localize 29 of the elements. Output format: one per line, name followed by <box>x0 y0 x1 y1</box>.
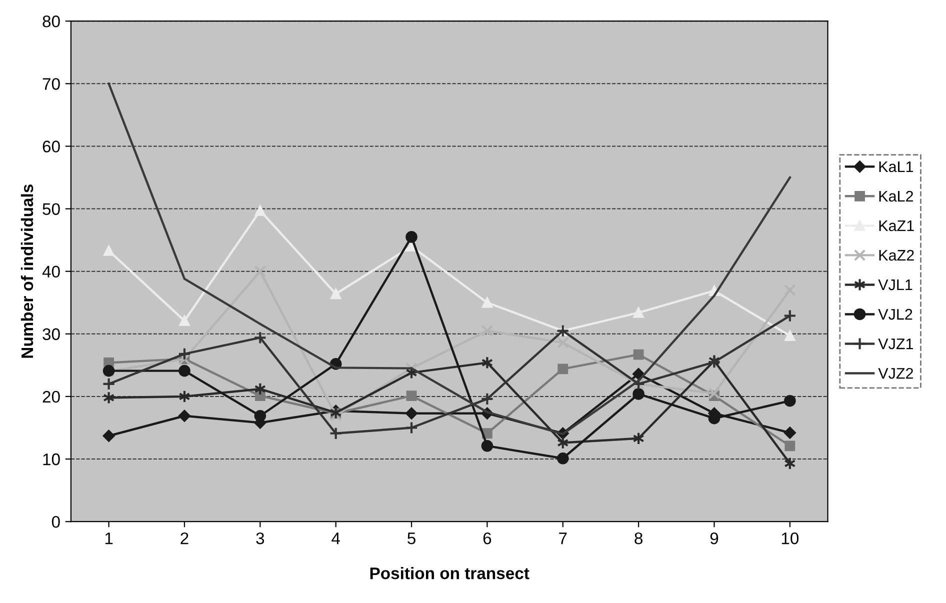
y-tick-label: 70 <box>42 78 60 90</box>
y-axis-title: Number of individuals <box>20 184 34 358</box>
y-tick-label: 10 <box>43 453 60 466</box>
y-tick-label: 0 <box>52 516 60 528</box>
x-tick-label: 2 <box>180 532 188 544</box>
x-tick-label: 4 <box>332 532 340 544</box>
x-tick-label: 3 <box>256 532 264 544</box>
legend-label: KaZ2 <box>879 250 914 261</box>
x-tick-label: 10 <box>782 532 799 544</box>
y-tick-label: 80 <box>42 16 60 28</box>
x-tick-label: 5 <box>408 532 416 544</box>
y-tick-label: 20 <box>42 390 60 403</box>
y-tick-label: 30 <box>42 328 60 340</box>
legend-label: KaL1 <box>879 161 914 172</box>
legend-label: VJZ2 <box>878 368 913 379</box>
legend-label: VJL2 <box>878 308 912 320</box>
legend-label: KaL2 <box>879 190 914 202</box>
legend-label: KaZ1 <box>879 220 914 232</box>
legend-label: VJL1 <box>878 280 912 290</box>
legend-label: VJZ1 <box>878 338 914 350</box>
y-tick-label: 50 <box>42 203 60 215</box>
x-tick-label: 1 <box>105 532 113 544</box>
y-tick-label: 40 <box>42 266 60 278</box>
x-tick-label: 8 <box>634 532 642 544</box>
y-tick-label: 60 <box>42 140 60 152</box>
x-tick-label: 6 <box>483 532 492 544</box>
x-tick-label: 7 <box>559 532 567 544</box>
x-axis-title: Position on transect <box>370 566 530 580</box>
x-tick-label: 9 <box>710 532 718 544</box>
